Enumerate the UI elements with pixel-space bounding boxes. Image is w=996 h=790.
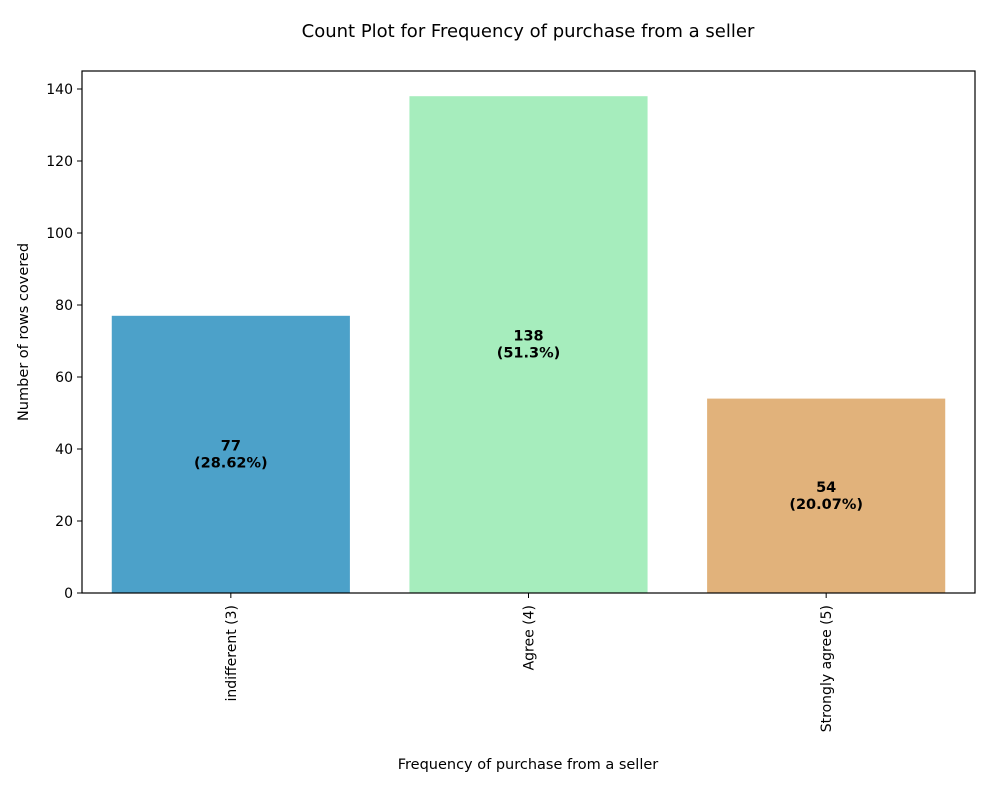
y-axis-title: Number of rows covered [16,243,32,421]
chart-title: Count Plot for Frequency of purchase fro… [302,21,755,42]
bars-layer [111,96,946,593]
x-tick-label: indifferent (3) [224,605,240,702]
x-tick-label: Agree (4) [522,605,538,670]
x-axis-title: Frequency of purchase from a seller [398,757,659,773]
bar-value-label: 77 [221,438,241,454]
bar-3 [707,398,946,593]
y-tick-label: 0 [64,586,73,602]
bar-percent-label: (20.07%) [789,497,863,513]
bar-labels-layer: 77(28.62%) 138(51.3%) 54(20.07%) [194,329,863,513]
y-tick-label: 100 [46,226,73,242]
bar-percent-label: (51.3%) [497,346,561,362]
bar-1 [111,315,350,593]
y-tick-label: 20 [55,514,73,530]
plot-frame [81,70,976,594]
x-axis: indifferent (3) Agree (4) Strongly agree (… [224,593,835,732]
y-tick-label: 60 [55,370,73,386]
y-axis: 0 20 40 60 80 100 120 140 [46,82,82,602]
bar-percent-label: (28.62%) [194,455,268,471]
x-tick-label: Strongly agree (5) [819,605,835,732]
y-tick-label: 120 [46,154,73,170]
y-tick-label: 40 [55,442,73,458]
y-tick-label: 140 [46,82,73,98]
bar-2 [409,96,648,593]
bar-value-label: 54 [816,480,836,496]
y-tick-label: 80 [55,298,73,314]
bar-value-label: 138 [513,329,543,345]
